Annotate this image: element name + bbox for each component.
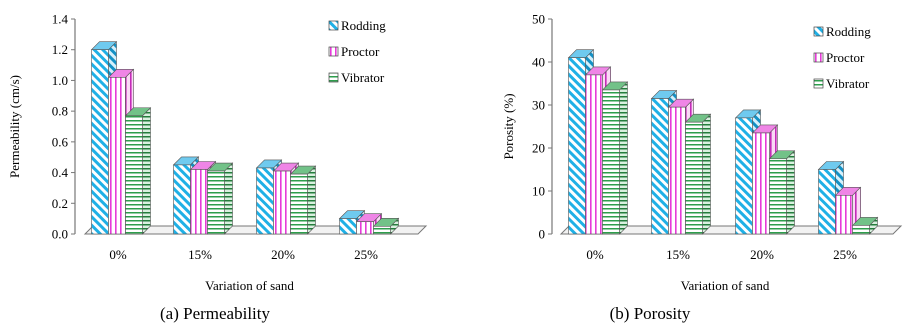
porosity-x-axis-title: Variation of sand — [681, 278, 770, 293]
permeability-y-tick-label: 1.4 — [52, 12, 69, 27]
permeability-x-tick-label: 25% — [354, 247, 378, 262]
porosity-x-tick-label: 15% — [666, 247, 690, 262]
permeability-legend-swatch — [328, 20, 339, 31]
permeability-y-tick-label: 0.6 — [52, 134, 69, 149]
porosity-chart: 0 10 20 30 40 50 Porosity (%) 0% 15% 20% 25% Variat… — [501, 12, 903, 293]
permeability-bar — [372, 217, 400, 235]
porosity-y-tick-label: 40 — [532, 55, 545, 70]
porosity-legend-swatch — [813, 78, 824, 89]
porosity-y-tick-label: 20 — [532, 141, 545, 156]
porosity-bar-side — [619, 81, 628, 235]
permeability-y-tick-label: 1.0 — [52, 73, 68, 88]
porosity-bar — [851, 216, 879, 235]
permeability-x-axis-title: Variation of sand — [205, 278, 294, 293]
porosity-bar-front — [668, 106, 686, 235]
permeability-y-axis-title: Permeability (cm/s) — [7, 75, 22, 178]
permeability-legend-label: Vibrator — [341, 70, 385, 85]
porosity-bar-side — [702, 113, 711, 235]
permeability-bar-front — [125, 115, 143, 235]
porosity-bar-front — [735, 117, 753, 235]
porosity-bar-front — [602, 89, 620, 235]
porosity-bar-side — [786, 150, 795, 235]
porosity-x-tick-label: 0% — [586, 247, 604, 262]
porosity-y-tick-label: 0 — [539, 227, 546, 242]
permeability-bar-front — [339, 218, 357, 235]
porosity-x-tick-label: 25% — [833, 247, 857, 262]
permeability-bar-front — [356, 221, 374, 235]
porosity-y-tick-label: 10 — [532, 184, 545, 199]
permeability-legend-swatch — [328, 72, 339, 83]
porosity-y-tick-label: 30 — [532, 98, 545, 113]
permeability-bar-side — [307, 165, 316, 235]
porosity-bar-front — [568, 57, 586, 235]
permeability-x-tick-label: 0% — [109, 247, 127, 262]
permeability-x-tick-label: 20% — [271, 247, 295, 262]
permeability-bar — [124, 107, 152, 235]
porosity-bar — [768, 150, 796, 235]
permeability-y-tick-label: 0.4 — [52, 165, 69, 180]
porosity-bar-front — [651, 98, 669, 235]
permeability-legend-label: Rodding — [341, 18, 386, 33]
permeability-y-tick-label: 0.2 — [52, 196, 68, 211]
porosity-legend-swatch — [813, 26, 824, 37]
permeability-y-tick-label: 0.0 — [52, 227, 68, 242]
porosity-bar-front — [835, 195, 853, 235]
permeability-legend-swatch — [328, 46, 339, 57]
porosity-bar-front — [752, 132, 770, 235]
permeability-y-tick-label: 1.2 — [52, 42, 68, 57]
porosity-y-tick-label: 50 — [532, 12, 545, 27]
permeability-bar-side — [224, 162, 233, 235]
permeability-bar-front — [108, 77, 126, 235]
permeability-bar — [206, 162, 234, 235]
porosity-legend-swatch — [813, 52, 824, 63]
porosity-x-tick-label: 20% — [750, 247, 774, 262]
porosity-bar — [601, 81, 629, 235]
permeability-bar-front — [373, 226, 391, 235]
porosity-bar-front — [685, 121, 703, 235]
porosity-bar-front — [585, 74, 603, 235]
porosity-bar-front — [818, 169, 836, 235]
permeability-bar — [289, 165, 317, 235]
permeability-chart: 0.0 0.2 0.4 0.6 0.8 1.0 1.2 1.4 Permeability (cm… — [7, 12, 428, 293]
permeability-bar-front — [91, 49, 109, 235]
permeability-bar-front — [256, 167, 274, 235]
porosity-bar-front — [769, 158, 787, 235]
permeability-bar-front — [173, 164, 191, 235]
porosity-bar — [684, 113, 712, 235]
porosity-legend-label: Proctor — [826, 50, 865, 65]
permeability-bar-front — [290, 173, 308, 235]
permeability-bar-side — [142, 107, 151, 235]
porosity-bar-front — [852, 225, 870, 235]
porosity-caption: (b) Porosity — [610, 304, 691, 323]
porosity-legend-label: Rodding — [826, 24, 871, 39]
permeability-bar-front — [273, 170, 291, 235]
permeability-bar-front — [207, 170, 225, 235]
permeability-legend-label: Proctor — [341, 44, 380, 59]
permeability-x-tick-label: 15% — [188, 247, 212, 262]
porosity-legend-label: Vibrator — [826, 76, 870, 91]
permeability-bar-front — [190, 169, 208, 235]
permeability-y-tick-label: 0.8 — [52, 104, 68, 119]
porosity-bar — [817, 160, 845, 235]
permeability-caption: (a) Permeability — [160, 304, 270, 323]
porosity-y-axis-title: Porosity (%) — [501, 93, 516, 159]
